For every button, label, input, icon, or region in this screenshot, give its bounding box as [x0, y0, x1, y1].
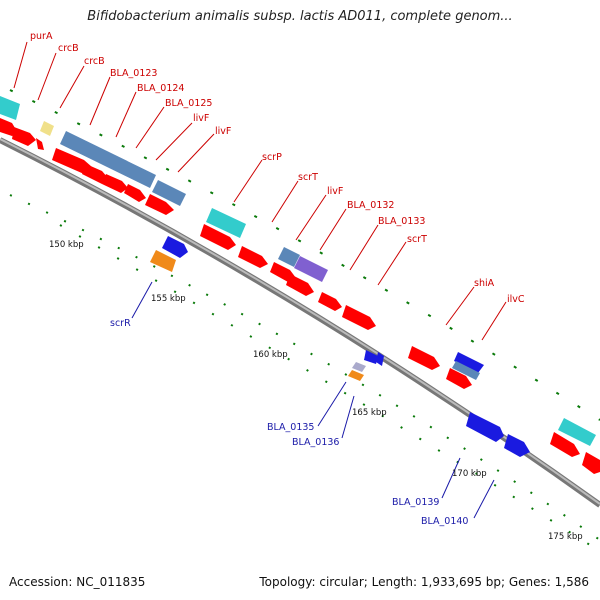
gene-block-grey: [352, 362, 366, 372]
forward-leaders: [13, 41, 507, 341]
gene-label: BLA_0133: [378, 216, 425, 227]
gene-label: BLA_0136: [292, 437, 339, 448]
gene-label: livF: [193, 113, 209, 124]
forward-labels: purA crcB crcB BLA_0123 BLA_0124 BLA_012…: [30, 31, 525, 305]
reverse-labels: scrR BLA_0135 BLA_0136 BLA_0139 BLA_0140: [110, 318, 468, 527]
gene-label: BLA_0124: [137, 83, 184, 94]
cds-arrow: [200, 224, 236, 250]
cds-arrow: [145, 194, 174, 215]
tick-label: 155 kbp: [151, 294, 186, 304]
gene-block-blue: [454, 352, 484, 373]
gene-label: crcB: [58, 43, 79, 54]
cds-arrow: [102, 174, 128, 193]
gene-label: livF: [215, 126, 231, 137]
tick-label: 175 kbp: [548, 532, 583, 542]
gene-label: purA: [30, 31, 53, 42]
gene-label: scrT: [298, 172, 318, 183]
gene-label: BLA_0139: [392, 497, 439, 508]
gene-label: crcB: [84, 56, 105, 67]
cds-arrow: [12, 127, 36, 146]
reverse-leaders: [131, 281, 495, 519]
gene-block-purple: [294, 256, 328, 282]
cds-arrow: [408, 346, 440, 370]
cds-arrow: [318, 292, 342, 311]
genome-summary: Topology: circular; Length: 1,933,695 bp…: [259, 575, 589, 589]
gene-label: BLA_0135: [267, 422, 314, 433]
tick-label: 150 kbp: [49, 240, 84, 250]
tick-label: 170 kbp: [452, 469, 487, 479]
gene-block-blue: [466, 412, 504, 442]
gene-block-steelblue: [278, 247, 300, 267]
gene-label: BLA_0132: [347, 200, 394, 211]
gene-label: BLA_0140: [421, 516, 468, 527]
gene-block-yellow: [40, 121, 54, 136]
cds-arrow: [342, 305, 376, 330]
tick-label: 165 kbp: [352, 408, 387, 418]
gene-label: ilvC: [507, 294, 525, 305]
cds-arrow: [582, 452, 600, 474]
cds-arrow: [446, 368, 472, 389]
gene-label: shiA: [474, 278, 495, 289]
gene-block-orange: [348, 370, 364, 381]
gene-block-cyan: [206, 208, 246, 238]
dotted-tracks: [9, 89, 600, 546]
gene-label: BLA_0125: [165, 98, 212, 109]
cds-arrow: [550, 432, 580, 457]
gene-block-steelblue: [60, 131, 156, 188]
tick-label: 160 kbp: [253, 350, 288, 360]
gene-label: scrT: [407, 234, 427, 245]
forward-features[interactable]: [0, 96, 600, 474]
reverse-features[interactable]: [150, 236, 530, 457]
gene-label: scrR: [110, 318, 131, 329]
cds-arrow: [52, 148, 92, 174]
gene-block-steelblue: [452, 361, 480, 380]
gene-block-blue: [162, 236, 188, 258]
gene-block-cyan: [0, 96, 20, 120]
cds-arrow: [238, 246, 268, 268]
cds-arrow: [286, 274, 314, 296]
gene-label: BLA_0123: [110, 68, 157, 79]
cds-arrow: [36, 138, 44, 150]
gene-block-blue: [364, 350, 378, 364]
gene-block-cyan: [558, 418, 596, 446]
genome-title: Bifidobacterium animalis subsp. lactis A…: [87, 9, 513, 24]
gene-block-steelblue: [152, 180, 186, 206]
gene-block-orange: [150, 250, 176, 272]
gene-label: livF: [327, 186, 343, 197]
cds-arrow: [82, 164, 108, 184]
gene-block-blue: [376, 352, 384, 366]
gene-block-blue: [504, 434, 530, 457]
accession-text: Accession: NC_011835: [9, 575, 146, 589]
tick-labels: 150 kbp 155 kbp 160 kbp 165 kbp 170 kbp …: [49, 240, 583, 542]
gene-label: scrP: [262, 152, 282, 163]
cds-arrow: [124, 184, 146, 202]
